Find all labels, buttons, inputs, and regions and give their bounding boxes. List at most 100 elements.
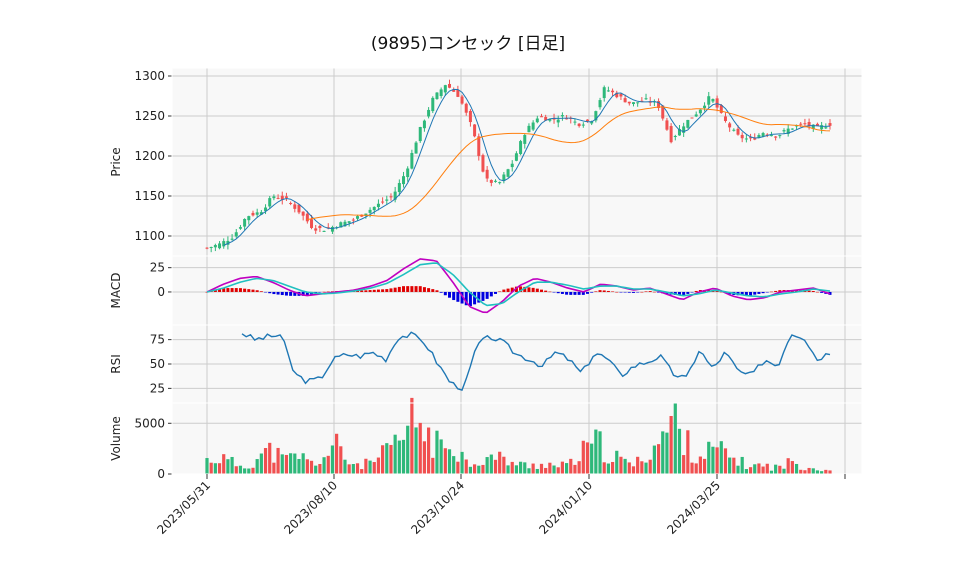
- volume-bar: [518, 461, 523, 474]
- macd-histogram-bar: [385, 289, 389, 292]
- volume-bar: [811, 468, 815, 474]
- candle-body: [218, 243, 222, 249]
- candle-body: [343, 221, 347, 227]
- candle-body: [527, 125, 531, 133]
- macd-histogram-bar: [397, 286, 401, 292]
- candle-body: [661, 105, 665, 119]
- macd-histogram-bar: [644, 291, 648, 292]
- volume-bar: [732, 457, 736, 474]
- y-tick-label: 25: [150, 261, 165, 275]
- candle-body: [489, 179, 493, 183]
- candle-body: [715, 98, 719, 108]
- volume-bar: [623, 458, 627, 474]
- macd-histogram-bar: [356, 290, 360, 292]
- macd-histogram-bar: [402, 286, 406, 292]
- macd-histogram-bar: [753, 291, 757, 295]
- volume-bar: [690, 462, 694, 474]
- volume-bar: [539, 463, 544, 474]
- macd-histogram-bar: [765, 291, 769, 293]
- volume-bar: [577, 461, 581, 474]
- macd-histogram-bar: [268, 291, 272, 294]
- candle-body: [820, 125, 824, 130]
- volume-bar: [355, 463, 360, 474]
- volume-bar: [510, 461, 514, 474]
- macd-histogram-bar: [326, 291, 330, 293]
- candle-body: [594, 111, 598, 121]
- volume-bar: [339, 446, 343, 474]
- candle-body: [351, 219, 355, 221]
- volume-bar: [803, 470, 807, 474]
- macd-histogram-bar: [694, 290, 698, 292]
- volume-bar: [381, 445, 385, 474]
- volume-bar: [719, 441, 723, 474]
- candle-body: [431, 97, 435, 112]
- volume-bar: [631, 466, 636, 474]
- candle-body: [669, 126, 673, 143]
- candle-body: [736, 128, 740, 135]
- volume-bar: [548, 462, 552, 474]
- macd-histogram-bar: [757, 291, 761, 294]
- candle-body: [356, 216, 360, 219]
- candle-body: [209, 247, 213, 249]
- macd-histogram-bar: [410, 286, 414, 292]
- volume-bar: [544, 467, 548, 474]
- candle-body: [422, 120, 426, 129]
- candle-body: [473, 124, 477, 137]
- candle-body: [615, 92, 619, 98]
- volume-bar: [669, 415, 673, 474]
- macd-histogram-bar: [272, 291, 276, 295]
- volume-bar: [335, 433, 339, 474]
- macd-histogram-bar: [590, 291, 594, 293]
- volume-bar: [401, 439, 406, 474]
- macd-histogram-bar: [598, 290, 602, 292]
- candle-body: [372, 206, 376, 211]
- candle-body: [556, 119, 560, 123]
- candle-body: [393, 191, 397, 200]
- volume-bar: [385, 443, 389, 474]
- macd-histogram-bar: [811, 290, 815, 292]
- volume-bar: [498, 451, 502, 474]
- macd-histogram-bar: [431, 289, 435, 292]
- volume-bar: [243, 468, 247, 474]
- macd-histogram-bar: [234, 288, 238, 292]
- macd-histogram-bar: [389, 288, 393, 292]
- macd-histogram-bar: [539, 289, 543, 292]
- macd-histogram-bar: [820, 291, 824, 293]
- volume-bar: [389, 444, 393, 474]
- volume-bar: [573, 464, 577, 474]
- candle-body: [439, 89, 443, 97]
- volume-bar: [627, 462, 631, 474]
- volume-bar: [556, 467, 560, 474]
- volume-bar: [807, 467, 811, 474]
- macd-histogram-bar: [498, 291, 502, 292]
- volume-bar: [347, 464, 351, 474]
- volume-bar: [427, 427, 431, 474]
- volume-bar: [594, 429, 598, 474]
- volume-bar: [782, 468, 786, 474]
- macd-histogram-bar: [514, 286, 518, 292]
- volume-bar: [472, 464, 477, 474]
- macd-histogram-bar: [406, 286, 410, 292]
- volume-bar: [293, 453, 297, 474]
- macd-histogram-bar: [560, 291, 564, 294]
- macd-histogram-bar: [222, 288, 226, 292]
- macd-histogram-bar: [778, 290, 782, 292]
- candle-body: [494, 180, 498, 182]
- candle-body: [539, 116, 543, 118]
- macd-histogram-bar: [510, 287, 514, 292]
- macd-histogram-bar: [360, 290, 364, 292]
- macd-histogram-bar: [468, 291, 472, 307]
- macd-histogram-bar: [611, 291, 615, 292]
- volume-bar: [748, 467, 753, 474]
- macd-histogram-bar: [276, 291, 280, 295]
- macd-histogram-bar: [393, 287, 397, 292]
- macd-histogram-bar: [581, 291, 585, 295]
- candle-body: [205, 247, 209, 249]
- candle-body: [623, 98, 627, 103]
- candle-body: [314, 228, 318, 231]
- volume-bar: [765, 463, 769, 474]
- macd-histogram-bar: [548, 291, 552, 293]
- panel-frame: [171, 402, 863, 475]
- panel-background: [172, 68, 862, 256]
- candle-body: [761, 133, 765, 137]
